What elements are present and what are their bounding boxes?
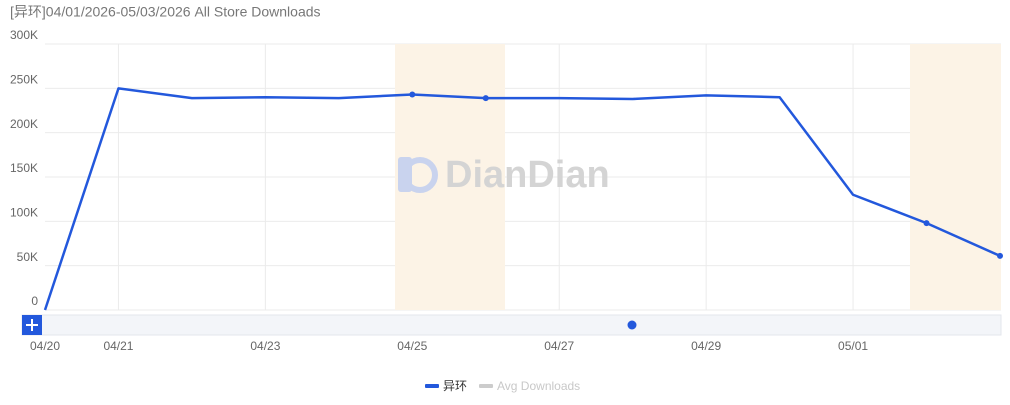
data-point [409,91,416,98]
x-tick-label: 05/01 [838,339,868,353]
chart-title: [异环]04/01/2026-05/03/2026 All Store Down… [10,4,321,20]
legend-swatch [479,384,494,388]
legend-swatch [425,384,439,388]
watermark-logo [402,157,438,193]
x-tick-label: 04/29 [691,339,721,353]
legend-label[interactable]: Avg Downloads [497,379,580,393]
x-tick-label: 04/20 [30,339,60,353]
scroll-handle[interactable] [627,320,637,330]
legend: 异环 Avg Downloads [425,379,580,393]
watermark-text: DianDian [445,154,610,196]
weekend-band [395,44,505,310]
x-tick-label: 04/25 [397,339,427,353]
y-tick-label: 0 [31,294,38,308]
y-tick-label: 50K [17,250,38,264]
y-tick-label: 200K [10,117,38,131]
y-tick-label: 150K [10,161,38,175]
legend-label[interactable]: 异环 [443,379,467,393]
x-tick-label: 04/21 [103,339,133,353]
watermark: DianDian [398,154,610,196]
data-point [997,252,1003,259]
zoom-icon [26,319,38,331]
x-tick-label: 04/27 [544,339,574,353]
y-tick-label: 100K [10,206,38,220]
series-line [43,87,1001,311]
x-tick-label: 04/23 [250,339,280,353]
weekend-band [910,44,1001,310]
data-point [923,220,930,227]
y-tick-label: 250K [10,73,38,87]
y-tick-label: 300K [10,28,38,42]
scrollbar[interactable] [21,314,1002,336]
data-point [482,95,489,102]
